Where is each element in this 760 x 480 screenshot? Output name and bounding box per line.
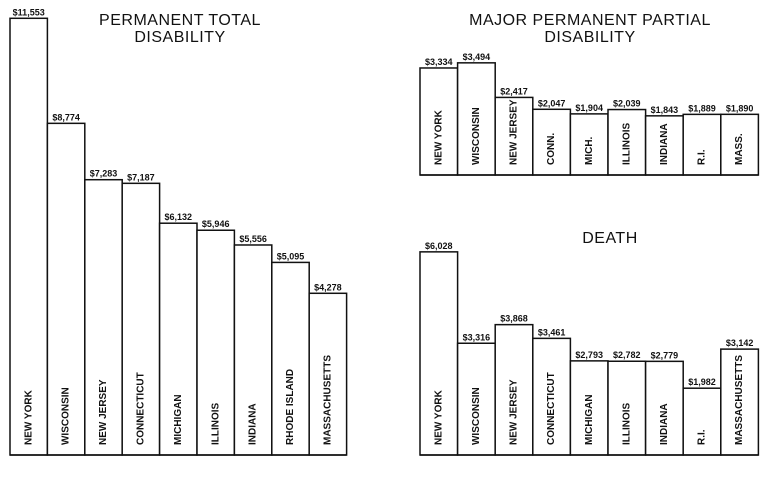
bar [121, 182, 161, 456]
category-label: NEW YORK [23, 389, 34, 445]
value-label: $3,316 [463, 332, 491, 342]
category-label: WISCONSIN [471, 387, 482, 445]
bar [720, 113, 760, 176]
bar [9, 17, 49, 456]
category-label: NEW YORK [433, 109, 444, 165]
value-label: $5,095 [277, 251, 305, 261]
category-label: ILLINOIS [621, 402, 632, 445]
category-label: NEW JERSEY [98, 379, 109, 445]
chart-title: DEATH [582, 230, 638, 247]
value-label: $4,278 [314, 282, 342, 292]
category-label: CONN. [546, 133, 557, 165]
value-label: $2,779 [651, 350, 679, 360]
category-label: WISCONSIN [471, 107, 482, 165]
value-label: $1,904 [575, 103, 603, 113]
category-label: MASSACHUSETTS [734, 355, 745, 445]
bar [644, 115, 684, 176]
bar [456, 62, 496, 176]
value-label: $1,982 [688, 377, 716, 387]
category-label: INDIANA [659, 123, 670, 165]
category-label: CONNECTICUT [136, 372, 147, 445]
category-label: MICH. [584, 136, 595, 165]
value-label: $1,889 [688, 103, 716, 113]
category-label: ILLINOIS [621, 122, 632, 165]
value-label: $2,417 [500, 86, 528, 96]
category-label: WISCONSIN [61, 387, 72, 445]
chart-title: MAJOR PERMANENT PARTIAL DISABILITY [469, 12, 711, 46]
value-label: $2,047 [538, 98, 566, 108]
category-label: RHODE ISLAND [285, 369, 296, 445]
value-label: $2,793 [575, 350, 603, 360]
value-label: $3,142 [726, 338, 754, 348]
value-label: $7,187 [127, 172, 155, 182]
category-label: NEW JERSEY [509, 379, 520, 445]
category-label: INDIANA [248, 403, 259, 445]
category-label: MICHIGAN [584, 394, 595, 445]
category-label: R.I. [697, 149, 708, 165]
value-label: $1,843 [651, 105, 679, 115]
category-label: MASSACHUSETTS [323, 355, 334, 445]
category-label: MICHIGAN [173, 394, 184, 445]
value-label: $3,494 [463, 52, 491, 62]
category-label: CONNECTICUT [546, 372, 557, 445]
value-label: $8,774 [52, 112, 80, 122]
bar [532, 108, 572, 176]
value-label: $7,283 [90, 169, 118, 179]
bar [607, 108, 647, 176]
category-label: R.I. [697, 429, 708, 445]
category-label: MASS. [734, 133, 745, 165]
bar [196, 229, 236, 456]
value-label: $3,334 [425, 57, 453, 67]
value-label: $1,890 [726, 103, 754, 113]
value-label: $2,782 [613, 350, 641, 360]
category-label: NEW JERSEY [509, 99, 520, 165]
value-label: $3,868 [500, 314, 528, 324]
value-label: $2,039 [613, 99, 641, 109]
bar [308, 292, 348, 456]
value-label: $6,132 [165, 212, 193, 222]
bar [569, 360, 609, 456]
category-label: NEW YORK [433, 389, 444, 445]
category-label: ILLINOIS [210, 402, 221, 445]
value-label: $5,946 [202, 219, 230, 229]
bar [720, 348, 760, 456]
value-label: $3,461 [538, 327, 566, 337]
chart-title: PERMANENT TOTAL DISABILITY [99, 12, 261, 46]
value-label: $11,553 [13, 7, 45, 17]
bar [84, 178, 123, 456]
value-label: $6,028 [425, 241, 453, 251]
bar [607, 360, 647, 456]
value-label: $5,556 [239, 234, 267, 244]
category-label: INDIANA [659, 403, 670, 445]
